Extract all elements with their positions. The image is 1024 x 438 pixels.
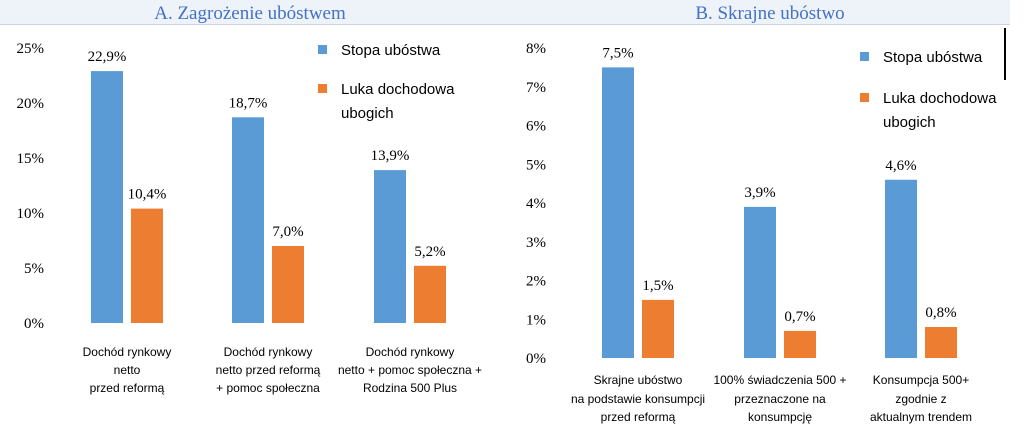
- legend-label: Stopa ubóstwa: [883, 49, 983, 66]
- data-label: 22,9%: [88, 49, 127, 65]
- legend-label: Stopa ubóstwa: [341, 42, 441, 59]
- legend-label: ubogich: [341, 105, 394, 122]
- y-tick-label: 15%: [17, 151, 45, 167]
- category-label: netto przed reformą: [216, 363, 321, 377]
- data-label: 7,0%: [272, 224, 303, 240]
- bar-income-gap: [414, 265, 446, 323]
- bar-income-gap: [131, 208, 163, 323]
- bar-poverty-rate: [374, 170, 406, 323]
- bar-income-gap: [642, 299, 674, 358]
- bar-income-gap: [925, 327, 957, 358]
- y-tick-label: 8%: [526, 41, 546, 57]
- category-label: Skrajne ubóstwo: [594, 373, 683, 387]
- data-label: 0,7%: [784, 309, 815, 325]
- data-label: 7,5%: [602, 45, 633, 61]
- legend-label: Luka dochodowa: [341, 81, 455, 98]
- bar-poverty-rate: [744, 206, 776, 358]
- chart-panel-poverty-risk: A. Zagrożenie ubóstwem 0% 5% 10% 15% 20% 25% 22…: [17, 3, 483, 395]
- category-label: Dochód rynkowy: [224, 345, 313, 359]
- y-tick-label: 5%: [24, 261, 44, 277]
- category-label: konsumpcję: [748, 410, 812, 424]
- category-label: netto: [114, 363, 141, 377]
- y-tick-label: 6%: [526, 119, 546, 135]
- category-label: zgodnie z: [895, 392, 946, 406]
- legend-swatch-poverty-rate: [860, 52, 869, 61]
- y-tick-label: 1%: [526, 312, 546, 328]
- category-label: 100% świadczenia 500 +: [713, 373, 846, 387]
- legend-swatch-poverty-rate: [318, 45, 327, 54]
- y-tick-label: 5%: [526, 157, 546, 173]
- category-label: aktualnym trendem: [870, 410, 972, 424]
- y-tick-label: 0%: [24, 316, 44, 332]
- edge-rule: [1004, 28, 1006, 80]
- y-tick-label: 3%: [526, 235, 546, 251]
- category-label: + pomoc społeczna: [216, 381, 320, 395]
- y-tick-label: 4%: [526, 196, 546, 212]
- chart-title: A. Zagrożenie ubóstwem: [154, 3, 346, 24]
- y-tick-label: 7%: [526, 80, 546, 96]
- category-label: przed reformą: [90, 381, 165, 395]
- data-label: 3,9%: [744, 185, 775, 201]
- chart-title: B. Skrajne ubóstwo: [695, 3, 844, 24]
- category-label: Dochód rynkowy: [366, 345, 455, 359]
- category-label: netto + pomoc społeczna +: [338, 363, 482, 377]
- bar-income-gap: [272, 246, 304, 323]
- legend-label: Luka dochodowa: [883, 90, 997, 107]
- category-label: Rodzina 500 Plus: [363, 381, 457, 395]
- data-label: 10,4%: [128, 187, 167, 203]
- data-label: 4,6%: [885, 158, 916, 174]
- y-tick-label: 20%: [17, 96, 45, 112]
- bar-poverty-rate: [91, 71, 123, 323]
- chart-panel-extreme-poverty: B. Skrajne ubóstwo 0% 1% 2% 3% 4% 5% 6% 7% 8% 7,5%…: [526, 3, 997, 424]
- y-tick-label: 0%: [526, 351, 546, 367]
- category-label: przeznaczone na: [734, 392, 826, 406]
- bar-poverty-rate: [885, 179, 917, 358]
- data-label: 18,7%: [229, 95, 268, 111]
- bar-poverty-rate: [602, 67, 634, 358]
- category-label: Konsumpcja 500+: [873, 373, 969, 387]
- y-tick-label: 25%: [17, 41, 45, 57]
- category-label: Dochód rynkowy: [83, 345, 172, 359]
- bar-income-gap: [784, 330, 816, 358]
- title-bar: [0, 0, 1010, 25]
- category-label: przed reformą: [601, 410, 676, 424]
- data-label: 5,2%: [414, 244, 445, 260]
- y-tick-label: 2%: [526, 274, 546, 290]
- legend-label: ubogich: [883, 114, 936, 131]
- data-label: 1,5%: [642, 278, 673, 294]
- data-label: 13,9%: [371, 148, 410, 164]
- bar-poverty-rate: [232, 117, 264, 323]
- data-label: 0,8%: [925, 305, 956, 321]
- legend-swatch-income-gap: [860, 93, 869, 102]
- category-label: na podstawie konsumpcji: [571, 392, 705, 406]
- legend-swatch-income-gap: [318, 84, 327, 93]
- y-tick-label: 10%: [17, 206, 45, 222]
